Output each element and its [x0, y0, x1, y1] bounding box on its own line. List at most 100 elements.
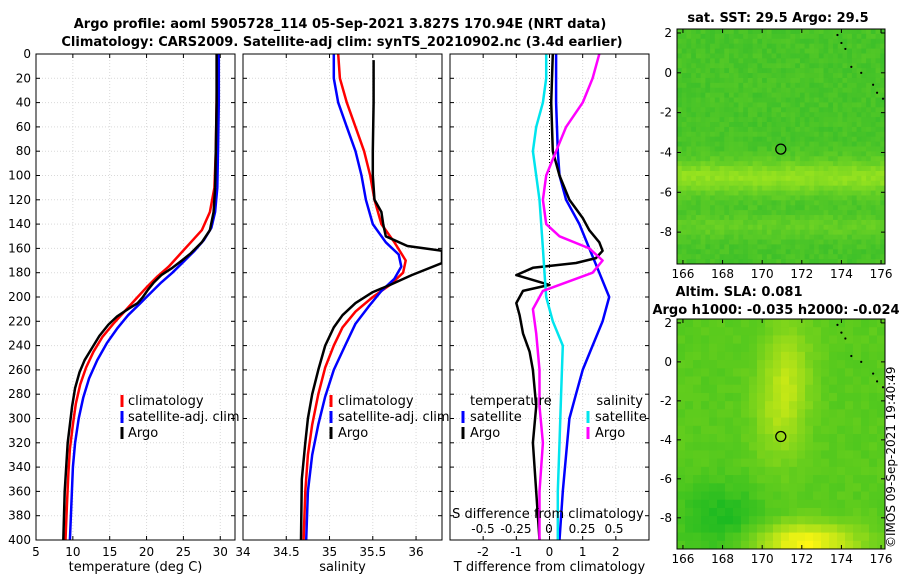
heatmap-cell: [677, 343, 686, 353]
heatmap-cell: [809, 131, 815, 138]
heatmap-cell: [766, 229, 773, 236]
heatmap-cell: [681, 141, 688, 148]
heatmap-cell: [691, 131, 697, 138]
heatmap-cell: [814, 126, 820, 133]
heatmap-cell: [829, 450, 838, 460]
heatmap-cell: [733, 499, 742, 509]
heatmap-cell: [785, 87, 792, 94]
heatmap-cell: [757, 319, 766, 328]
heatmap-cell: [709, 507, 718, 517]
heatmap-cell: [691, 166, 697, 172]
heatmap-cell: [757, 131, 763, 138]
heatmap-cell: [743, 73, 749, 79]
heatmap-cell: [710, 156, 716, 162]
heatmap-cell: [809, 219, 815, 226]
heatmap-cell: [870, 244, 877, 250]
heatmap-cell: [795, 239, 801, 246]
heatmap-cell: [790, 161, 796, 167]
heatmap-cell: [677, 475, 686, 484]
heatmap-cell: [790, 180, 796, 187]
heatmap-cell: [695, 33, 702, 40]
heatmap-cell: [870, 43, 877, 50]
heatmap-cell: [837, 234, 844, 241]
x-tick-label: 10: [65, 545, 80, 559]
heatmap-cell: [851, 185, 858, 192]
heatmap-cell: [804, 200, 810, 206]
heatmap-cell: [776, 210, 782, 216]
heatmap-cell: [856, 200, 862, 206]
heatmap-cell: [738, 175, 744, 182]
heatmap-cell: [743, 146, 749, 152]
heatmap-cell: [705, 224, 711, 231]
heatmap-cell: [809, 33, 815, 40]
heatmap-cell: [837, 102, 844, 108]
heatmap-cell: [804, 249, 810, 255]
heatmap-cell: [724, 68, 730, 74]
heatmap-cell: [837, 200, 844, 206]
heatmap-cell: [823, 102, 829, 108]
heatmap-cell: [880, 131, 885, 138]
heatmap-cell: [833, 117, 839, 123]
heatmap-cell: [870, 33, 877, 40]
heatmap-cell: [785, 77, 792, 84]
heatmap-cell: [833, 166, 839, 172]
heatmap-cell: [805, 327, 814, 337]
heatmap-cell: [853, 516, 862, 525]
heatmap-cell: [804, 33, 810, 40]
heatmap-cell: [814, 117, 820, 123]
heatmap-cell: [705, 58, 711, 64]
heatmap-cell: [714, 195, 721, 201]
heatmap-cell: [724, 107, 730, 113]
heatmap-cell: [776, 97, 782, 104]
heatmap-cell: [725, 327, 734, 337]
x-tick-label: -2: [477, 545, 489, 559]
heatmap-cell: [870, 210, 877, 216]
heatmap-cell: [757, 215, 763, 221]
heatmap-cell: [795, 97, 801, 104]
heatmap-cell: [809, 122, 815, 128]
heatmap-cell: [765, 417, 774, 427]
heatmap-cell: [829, 516, 838, 525]
heatmap-cell: [765, 392, 774, 402]
heatmap-cell: [799, 249, 806, 255]
heatmap-cell: [797, 360, 806, 369]
heatmap-cell: [733, 384, 742, 394]
heatmap-cell: [724, 166, 730, 172]
heatmap-cell: [853, 450, 862, 460]
heatmap-cell: [880, 146, 885, 152]
heatmap-cell: [762, 77, 768, 84]
heatmap-cell: [766, 48, 773, 55]
heatmap-cell: [851, 112, 858, 118]
heatmap-cell: [691, 229, 697, 236]
heatmap-cell: [833, 77, 839, 84]
heatmap-cell: [766, 58, 773, 64]
heatmap-cell: [714, 254, 721, 260]
y-tick-label: -8: [660, 511, 672, 525]
heatmap-cell: [797, 343, 806, 353]
heatmap-cell: [799, 239, 806, 246]
heatmap-cell: [776, 219, 782, 226]
heatmap-cell: [847, 48, 853, 55]
heatmap-cell: [842, 126, 848, 133]
heatmap-cell: [681, 77, 688, 84]
heatmap-cell: [861, 53, 867, 59]
heatmap-cell: [714, 175, 721, 182]
heatmap-cell: [717, 442, 726, 452]
heatmap-cell: [719, 215, 725, 221]
heatmap-cell: [875, 185, 881, 192]
heatmap-cell: [847, 219, 853, 226]
heatmap-cell: [714, 102, 721, 108]
heatmap-cell: [795, 29, 801, 35]
heatmap-cell: [866, 87, 872, 94]
heatmap-cell: [790, 29, 796, 35]
heatmap-cell: [837, 63, 844, 69]
heatmap-cell: [757, 141, 763, 148]
heatmap-cell: [714, 170, 721, 177]
heatmap-cell: [847, 249, 853, 255]
heatmap-cell: [823, 200, 829, 206]
heatmap-cell: [856, 82, 862, 89]
heatmap-cell: [771, 29, 777, 35]
heatmap-cell: [724, 33, 730, 40]
heatmap-cell: [677, 180, 683, 187]
